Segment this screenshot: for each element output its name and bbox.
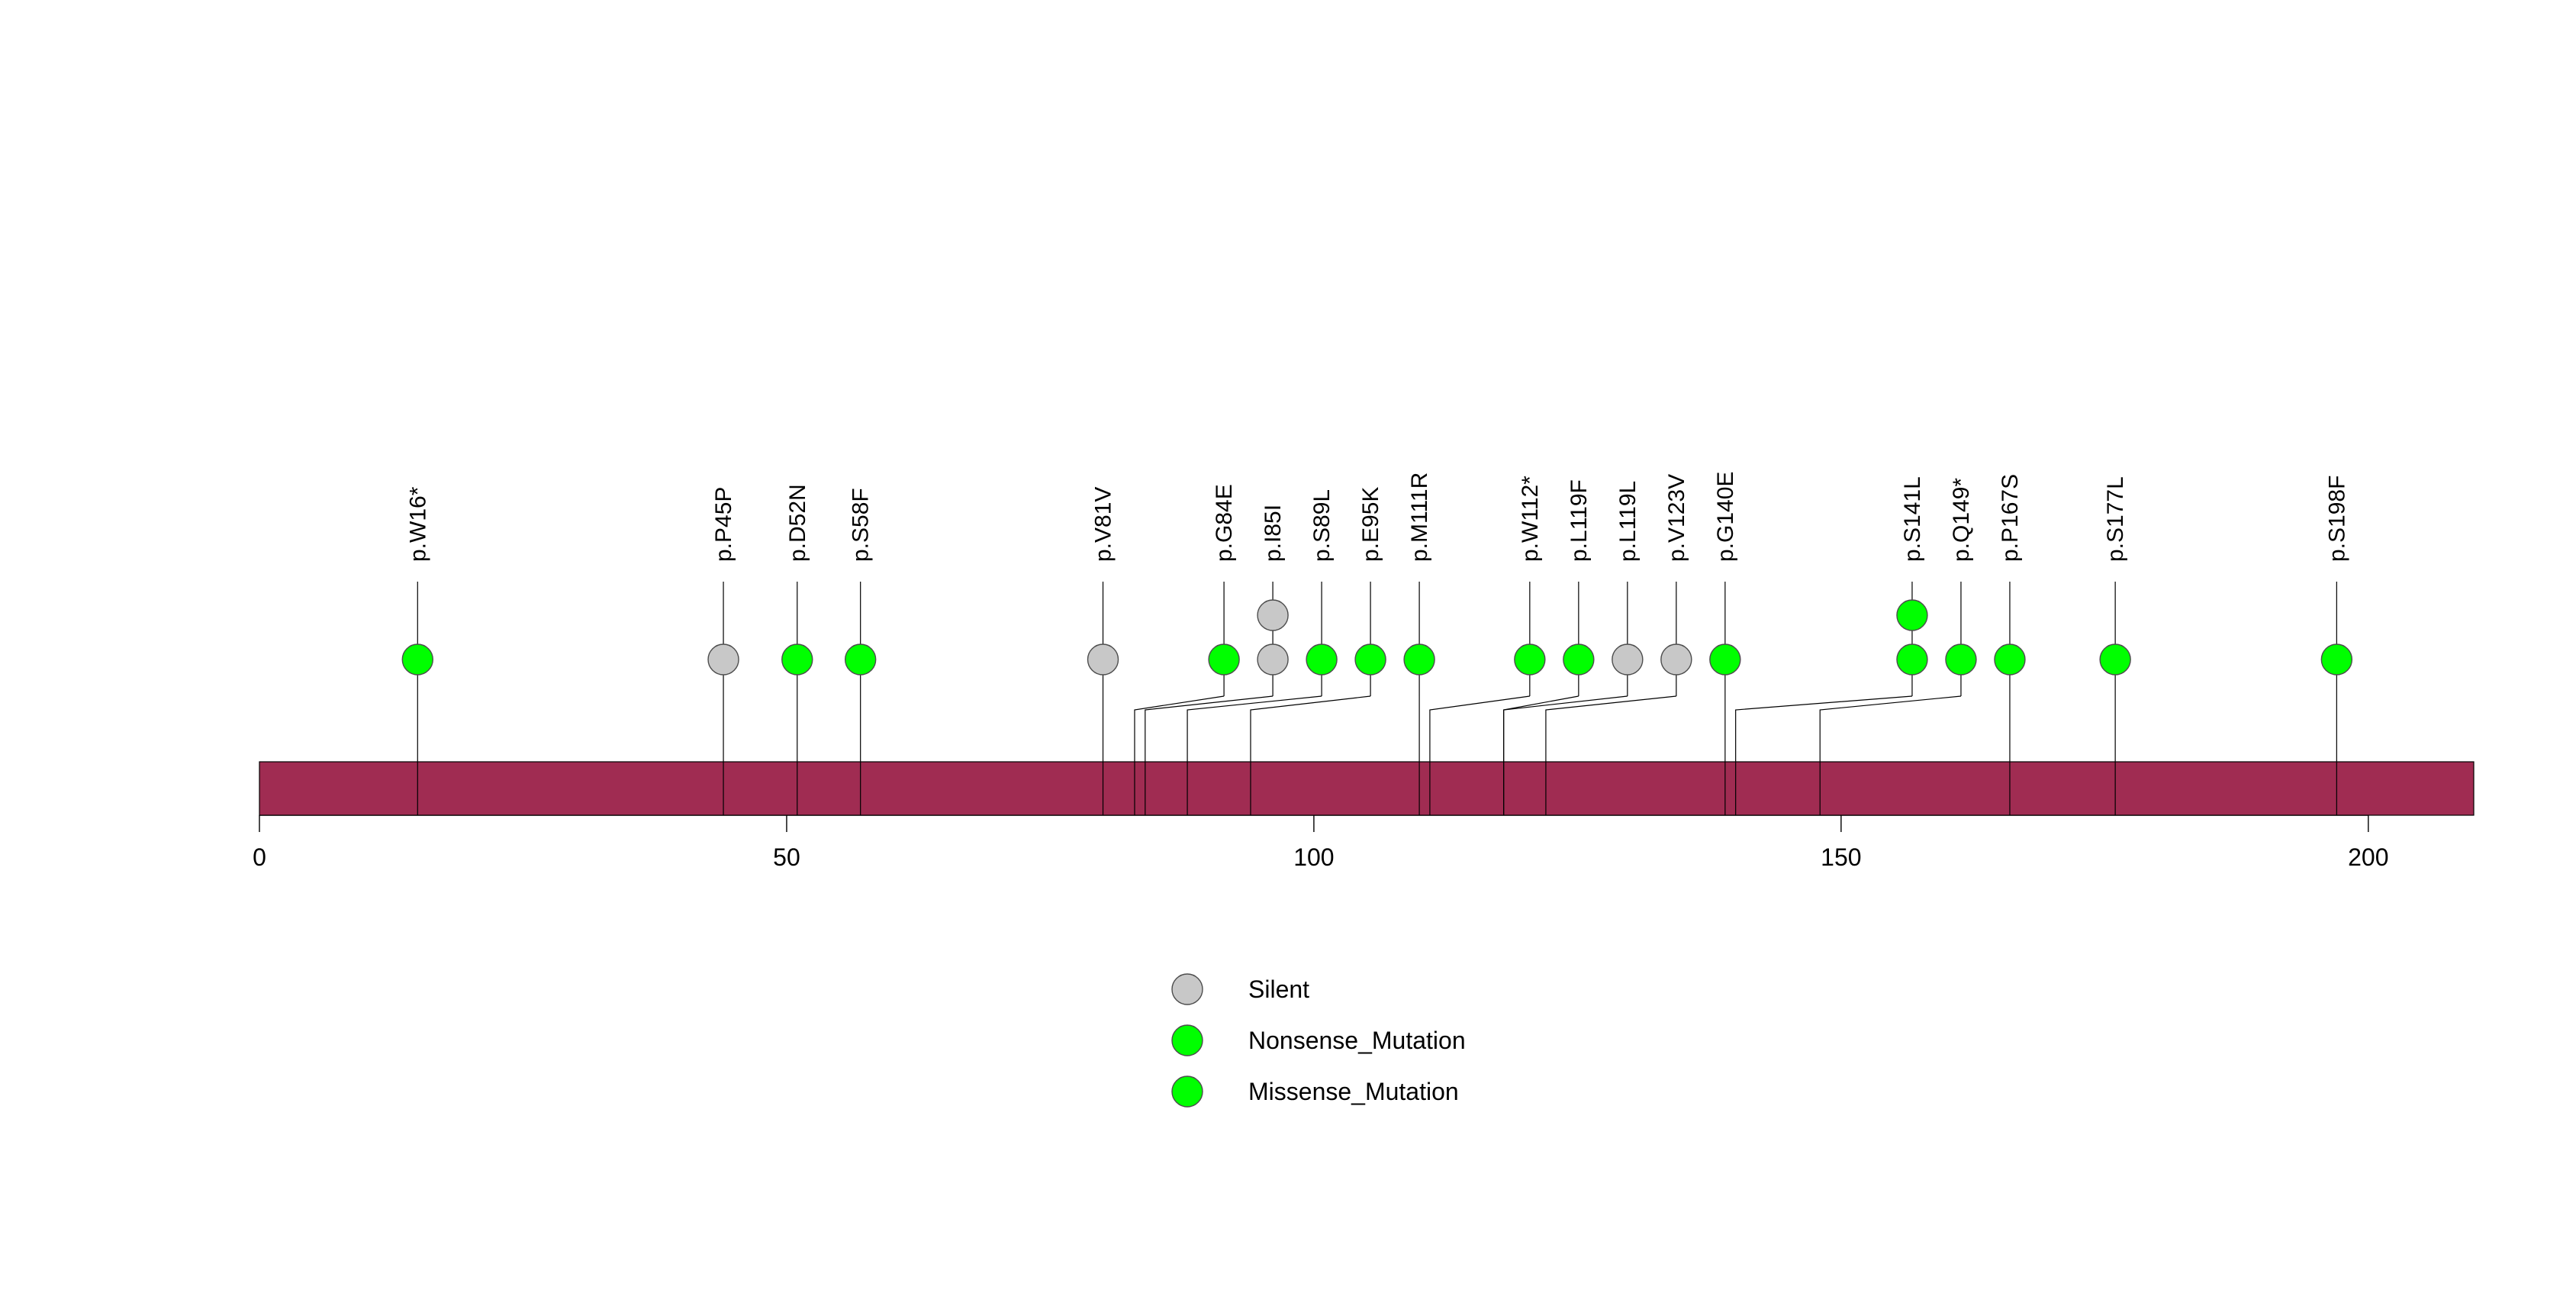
label-p-i85i: p.I85I (1261, 505, 1286, 562)
point-p-d52n (781, 643, 813, 676)
connector-p-q149 (1819, 695, 1962, 762)
lollipop-stems (417, 582, 2337, 696)
label-p-w16: p.W16* (405, 486, 430, 562)
mutation-labels: p.W16* p.P45P p.D52N p.S58F p.V81V p.G84E p.I8… (405, 472, 2349, 562)
point-p-l119f (1563, 643, 1595, 676)
connector-p-w112 (1429, 695, 1530, 762)
position-connectors (417, 695, 2337, 762)
point-p-q149 (1945, 643, 1977, 676)
x-tick-label-50: 50 (773, 843, 800, 871)
legend-label-nonsense-mutation: Nonsense_Mutation (1248, 1027, 1466, 1054)
connector-p-s141l (1735, 695, 1913, 762)
connector-p-l119l (1503, 695, 1628, 762)
label-p-v81v: p.V81V (1091, 487, 1116, 562)
label-p-p167s: p.P167S (1998, 474, 2023, 562)
label-p-l119l: p.L119L (1615, 481, 1641, 562)
label-p-m111r: p.M111R (1407, 472, 1432, 562)
point-p-s141l-2 (1896, 599, 1928, 631)
label-p-w112: p.W112* (1518, 476, 1543, 562)
label-p-p45p: p.P45P (711, 487, 736, 562)
label-p-s141l: p.S141L (1900, 476, 1925, 562)
connector-p-g84e (1134, 695, 1225, 762)
label-p-v123v: p.V123V (1664, 474, 1689, 562)
legend-swatch-missense-mutation (1171, 1076, 1203, 1108)
mutation-points (401, 599, 2353, 676)
point-p-v123v (1660, 643, 1692, 676)
protein-track (259, 761, 2475, 816)
connector-p-v123v (1545, 695, 1676, 762)
point-p-l119l (1612, 643, 1644, 676)
connector-p-i85i (1145, 695, 1274, 762)
x-tick-label-150: 150 (1821, 843, 1861, 871)
point-p-g84e (1208, 643, 1240, 676)
point-p-p45p (707, 643, 739, 676)
label-p-l119f: p.L119F (1567, 479, 1592, 562)
legend-swatch-silent (1171, 973, 1203, 1005)
protein-bar (259, 761, 2475, 816)
legend-label-silent: Silent (1248, 976, 1309, 1003)
point-p-s177l (2099, 643, 2131, 676)
point-p-i85i-2 (1257, 599, 1289, 631)
label-p-e95k: p.E95K (1358, 487, 1383, 562)
x-tick-label-100: 100 (1293, 843, 1334, 871)
label-p-s58f: p.S58F (848, 488, 874, 562)
x-tick-label-0: 0 (253, 843, 266, 871)
point-p-i85i-1 (1257, 643, 1289, 676)
legend-swatch-nonsense-mutation (1171, 1024, 1203, 1056)
point-p-p167s (1994, 643, 2026, 676)
label-p-q149: p.Q149* (1949, 478, 1974, 562)
x-axis: 0 50 100 150 200 (253, 814, 2389, 871)
point-p-w16 (401, 643, 433, 676)
point-p-m111r (1403, 643, 1435, 676)
point-p-e95k (1354, 643, 1386, 676)
label-p-s198f: p.S198F (2324, 476, 2349, 562)
connector-p-s89l (1187, 695, 1322, 762)
point-p-s141l-1 (1896, 643, 1928, 676)
label-p-s177l: p.S177L (2103, 476, 2128, 562)
point-p-g140e (1709, 643, 1741, 676)
label-p-g140e: p.G140E (1713, 472, 1738, 562)
connector-p-e95k (1250, 695, 1371, 762)
point-p-v81v (1087, 643, 1119, 676)
point-p-w112 (1514, 643, 1546, 676)
legend-label-missense-mutation: Missense_Mutation (1248, 1078, 1459, 1105)
point-p-s89l (1306, 643, 1338, 676)
point-p-s58f (844, 643, 877, 676)
label-p-s89l: p.S89L (1309, 489, 1335, 562)
label-p-d52n: p.D52N (785, 484, 810, 562)
legend: Silent Nonsense_Mutation Missense_Mutation (1171, 973, 1466, 1108)
point-p-s198f (2320, 643, 2353, 676)
x-tick-label-200: 200 (2348, 843, 2388, 871)
label-p-g84e: p.G84E (1212, 484, 1237, 562)
